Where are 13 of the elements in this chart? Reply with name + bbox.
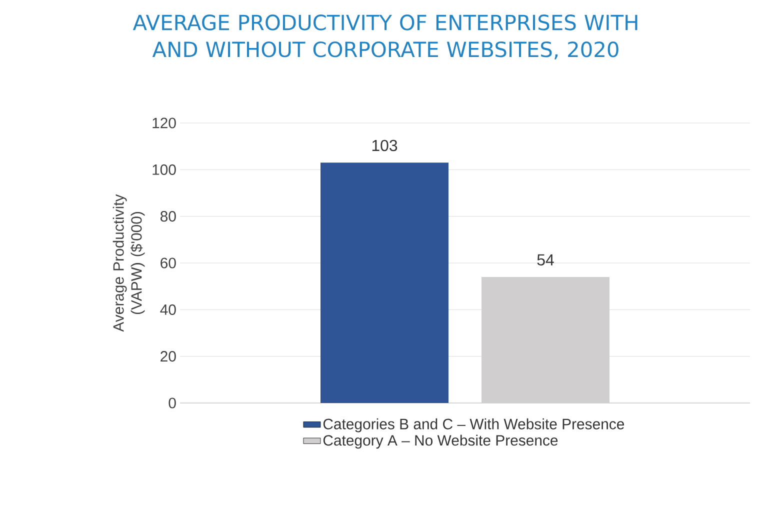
- legend-label: Category A – No Website Presence: [323, 434, 558, 449]
- y-tick-label: 40: [160, 304, 176, 315]
- y-tick-label: 20: [160, 351, 176, 362]
- y-tick-label: 120: [152, 118, 176, 128]
- y-tick-label: 100: [152, 164, 176, 175]
- chart-title: AVERAGE PRODUCTIVITY OF ENTERPRISES WITH AND WITHOUT CORPORATE WEBSITES, 2020: [132, 14, 638, 60]
- legend-label: Categories B and C – With Website Presence: [323, 418, 624, 432]
- data-label: 103: [372, 140, 398, 152]
- y-tick-label: 60: [160, 258, 176, 268]
- y-tick-label: 0: [168, 398, 176, 408]
- y-axis-title: Average Productivity (VAPW) ($'000): [112, 194, 145, 332]
- y-tick-label: 80: [160, 211, 176, 222]
- data-label: 54: [537, 254, 554, 266]
